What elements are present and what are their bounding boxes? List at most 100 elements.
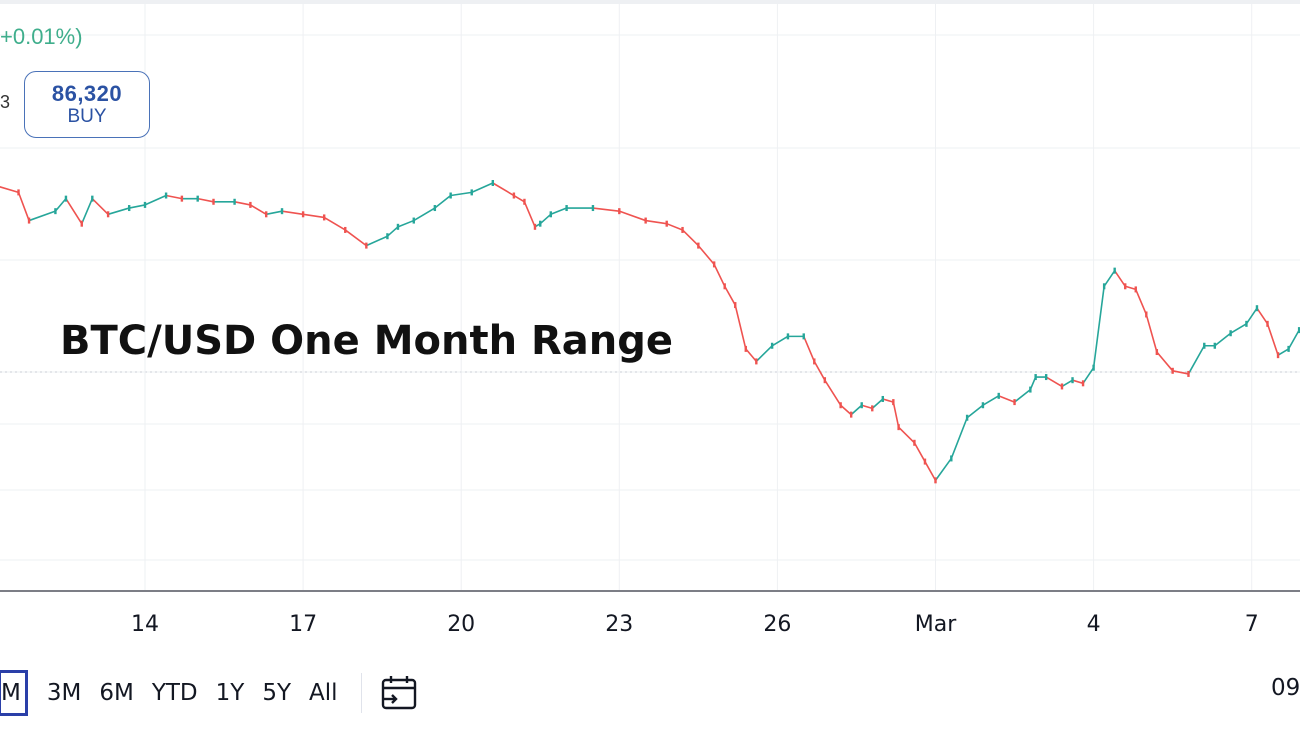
price-segment bbox=[665, 222, 684, 231]
price-segment bbox=[734, 304, 747, 350]
price-point bbox=[849, 411, 853, 418]
price-point bbox=[591, 205, 595, 212]
price-segment bbox=[802, 335, 816, 363]
timeframe-3m-button[interactable]: 3M bbox=[46, 680, 82, 706]
price-point bbox=[1060, 383, 1064, 390]
price-point bbox=[965, 414, 969, 421]
price-point bbox=[950, 455, 953, 462]
price-segment bbox=[107, 207, 130, 216]
price-point bbox=[1071, 377, 1074, 384]
chart-overlay-title: BTC/USD One Month Range bbox=[60, 318, 674, 364]
calendar-goto-icon[interactable] bbox=[378, 671, 422, 715]
x-tick-label: 7 bbox=[1245, 612, 1259, 637]
price-point bbox=[1145, 311, 1148, 318]
price-point bbox=[1171, 367, 1174, 374]
price-segment bbox=[1061, 379, 1074, 388]
price-segment bbox=[1124, 285, 1137, 291]
price-point bbox=[871, 405, 874, 412]
price-label-fragment: 3 bbox=[0, 92, 11, 112]
timeframe-all-button[interactable]: All bbox=[309, 680, 338, 706]
price-point bbox=[1013, 399, 1016, 406]
price-segment bbox=[997, 395, 1016, 403]
price-point bbox=[539, 220, 542, 227]
price-segment bbox=[881, 398, 895, 403]
price-segment bbox=[365, 235, 389, 247]
price-point bbox=[1155, 349, 1159, 356]
price-point bbox=[196, 195, 199, 202]
price-segment bbox=[344, 229, 368, 247]
price-point bbox=[923, 458, 927, 465]
price-point bbox=[491, 180, 495, 186]
price-point bbox=[644, 217, 647, 224]
price-point bbox=[913, 439, 916, 446]
x-tick-label: 4 bbox=[1087, 612, 1101, 637]
price-point bbox=[881, 395, 884, 402]
price-segment bbox=[1134, 288, 1148, 316]
price-segment bbox=[470, 182, 494, 194]
price-segment bbox=[644, 219, 668, 225]
price-point bbox=[549, 211, 552, 218]
price-point bbox=[91, 195, 94, 202]
price-chart[interactable]: 14 17 20 23 26 Mar 4 7 bbox=[0, 0, 1300, 660]
price-segment bbox=[723, 285, 737, 306]
price-segment bbox=[539, 213, 552, 225]
price-segment bbox=[144, 194, 167, 206]
price-point bbox=[433, 205, 437, 212]
price-segment bbox=[950, 416, 968, 460]
x-tick-label: 23 bbox=[605, 612, 633, 637]
price-change-text: +0.01%) bbox=[0, 24, 83, 49]
price-point bbox=[1287, 345, 1290, 352]
price-segment bbox=[681, 229, 700, 247]
price-point bbox=[54, 208, 57, 215]
price-segment bbox=[897, 426, 916, 444]
price-point bbox=[365, 242, 368, 249]
price-point bbox=[1255, 305, 1259, 312]
price-segment bbox=[713, 263, 726, 288]
price-point bbox=[1102, 283, 1106, 290]
price-segment bbox=[1071, 379, 1084, 385]
price-point bbox=[892, 399, 895, 406]
price-point bbox=[322, 214, 326, 221]
price-segment bbox=[1103, 269, 1116, 288]
price-segment bbox=[1214, 332, 1232, 347]
price-segment bbox=[744, 348, 758, 363]
price-segment bbox=[80, 197, 94, 225]
price-segment bbox=[966, 404, 984, 419]
price-segment bbox=[618, 210, 647, 222]
price-point bbox=[164, 192, 168, 199]
x-tick-label: 20 bbox=[447, 612, 475, 637]
price-segment bbox=[1113, 269, 1127, 288]
price-point bbox=[1245, 320, 1248, 327]
price-point bbox=[233, 198, 236, 205]
price-point bbox=[897, 424, 900, 431]
timeframe-6m-button[interactable]: 6M bbox=[99, 680, 134, 706]
price-segment bbox=[434, 194, 452, 209]
price-point bbox=[27, 217, 31, 224]
price-segment bbox=[592, 207, 621, 212]
price-point bbox=[265, 211, 268, 218]
price-point bbox=[1113, 267, 1116, 274]
price-point bbox=[618, 208, 621, 215]
price-segment bbox=[850, 404, 863, 416]
price-segment bbox=[934, 457, 953, 482]
timeframe-1y-button[interactable]: 1Y bbox=[215, 680, 245, 706]
x-tick-label: 14 bbox=[131, 612, 159, 637]
price-point bbox=[744, 345, 747, 352]
price-point bbox=[249, 201, 252, 208]
timeframe-ytd-button[interactable]: YTD bbox=[151, 680, 198, 706]
price-point bbox=[17, 189, 20, 196]
price-point bbox=[1081, 380, 1085, 387]
timeframe-5y-button[interactable]: 5Y bbox=[262, 680, 292, 706]
buy-button[interactable]: 86,320 BUY bbox=[24, 71, 150, 138]
price-point bbox=[1266, 320, 1269, 327]
price-point bbox=[64, 195, 68, 202]
price-segment bbox=[1277, 348, 1290, 356]
price-segment bbox=[196, 197, 215, 203]
timeframe-1m-button[interactable]: M bbox=[0, 670, 28, 716]
price-point bbox=[1029, 386, 1032, 393]
price-point bbox=[449, 192, 452, 199]
price-segment bbox=[128, 204, 146, 209]
price-segment bbox=[860, 404, 874, 410]
price-segment bbox=[892, 401, 900, 428]
price-segment bbox=[302, 213, 325, 219]
